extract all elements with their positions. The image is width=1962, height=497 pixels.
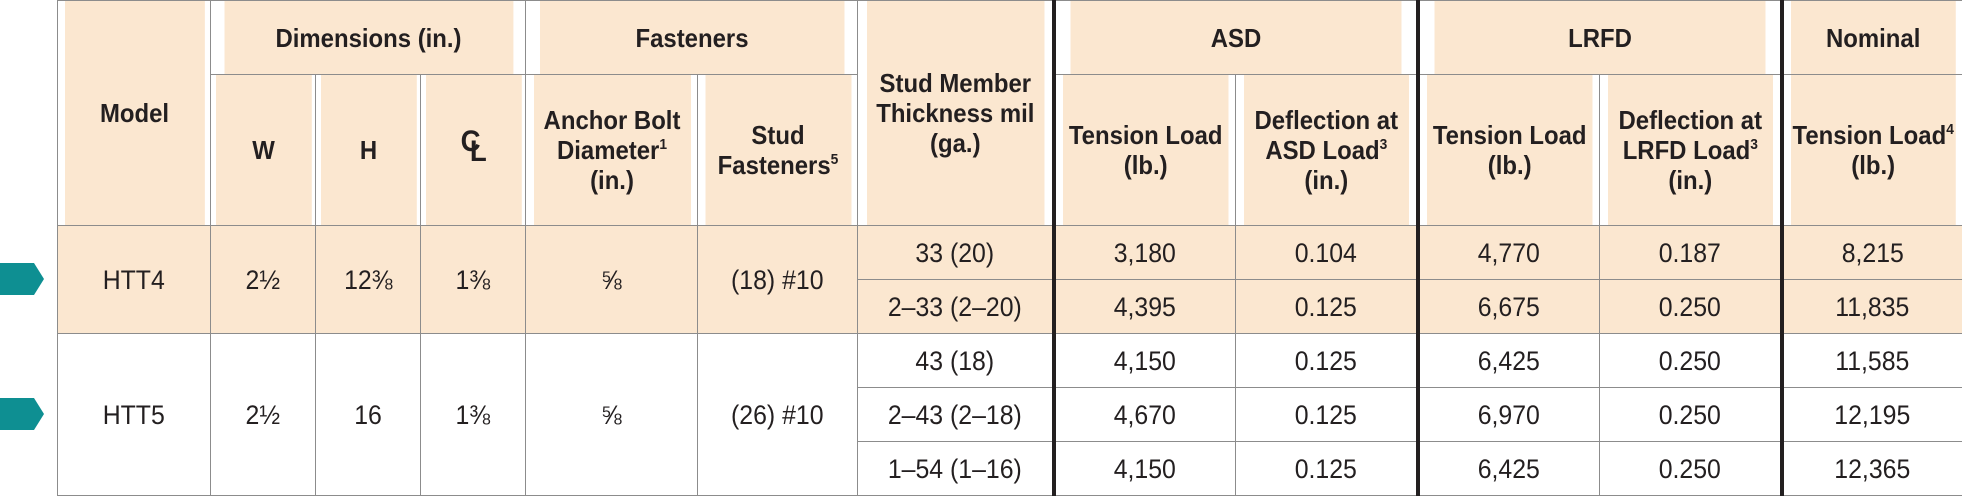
- table-row: HTT5 2½ 16 1⅜ ⅝ (26) #10 43 (18) 4,150 0…: [57, 333, 1962, 496]
- table-row: 2–43 (2–18) 4,670 0.125 6,970 0.250 12,1…: [58, 387, 1962, 442]
- cell-anchor: ⅝: [525, 333, 698, 496]
- cell-h: 16: [315, 333, 421, 496]
- cell-asd-tension: 4,150: [1051, 333, 1236, 388]
- cell-lrfd-deflection: 0.250: [1598, 279, 1783, 334]
- cell-thickness: 2–43 (2–18): [857, 387, 1054, 442]
- header-asd-tension: Tension Load (lb.): [1058, 74, 1229, 226]
- table-row: HTT4 2½ 12⅜ 1⅜ ⅝ (18) #10 33 (20) 3,180 …: [57, 225, 1962, 334]
- arrow-marker-icon: [0, 398, 44, 430]
- cell-w: 2½: [210, 333, 316, 496]
- cell-lrfd-deflection: 0.250: [1598, 387, 1783, 442]
- cell-asd-tension: 4,150: [1051, 441, 1236, 496]
- cell-nominal: 8,215: [1779, 225, 1962, 280]
- cell-h: 12⅜: [315, 225, 421, 334]
- cell-lrfd-tension: 4,770: [1415, 225, 1600, 280]
- cell-lrfd-deflection: 0.250: [1598, 441, 1783, 496]
- header-w: W: [214, 74, 312, 226]
- header-model: Model: [63, 0, 205, 226]
- header-asd: ASD: [1066, 0, 1404, 75]
- table-row: 1–54 (1–16) 4,150 0.125 6,425 0.250 12,3…: [58, 441, 1962, 496]
- header-stud-thickness: Stud Member Thickness mil (ga.): [864, 0, 1047, 226]
- header-h: H: [319, 74, 417, 226]
- load-table: Model Dimensions (in.) Fasteners Stud Me…: [57, 0, 1962, 496]
- cell-nominal: 11,585: [1779, 333, 1962, 388]
- cell-thickness: 2–33 (2–20): [857, 279, 1054, 334]
- header-lrfd-tension: Tension Load (lb.): [1422, 74, 1593, 226]
- cell-asd-tension: 4,670: [1051, 387, 1236, 442]
- cell-model: HTT5: [57, 333, 211, 496]
- cell-thickness: 43 (18): [857, 333, 1054, 388]
- cell-nominal: 12,195: [1779, 387, 1962, 442]
- table-row: 2–33 (2–20) 4,395 0.125 6,675 0.250 11,8…: [58, 279, 1962, 334]
- header-asd-deflection: Deflection at ASD Load3 (in.): [1242, 74, 1411, 226]
- cell-lrfd-tension: 6,425: [1415, 441, 1600, 496]
- header-lrfd-deflection: Deflection at LRFD Load3 (in.): [1606, 74, 1775, 226]
- cell-asd-deflection: 0.125: [1235, 441, 1418, 496]
- cell-lrfd-deflection: 0.250: [1598, 333, 1783, 388]
- cell-thickness: 1–54 (1–16): [857, 441, 1054, 496]
- header-anchor-bolt: Anchor Bolt Diameter1 (in.): [531, 74, 692, 226]
- cell-asd-deflection: 0.125: [1235, 279, 1418, 334]
- cell-asd-deflection: 0.104: [1235, 225, 1418, 280]
- header-stud-fasteners: Stud Fasteners5: [703, 74, 852, 226]
- cell-cl: 1⅜: [420, 333, 526, 496]
- cell-asd-tension: 4,395: [1051, 279, 1236, 334]
- header-fasteners: Fasteners: [538, 0, 845, 75]
- cell-model: HTT4: [57, 225, 211, 334]
- header-lrfd: LRFD: [1430, 0, 1768, 75]
- cell-nominal: 11,835: [1779, 279, 1962, 334]
- cell-nominal: 12,365: [1779, 441, 1962, 496]
- cell-asd-tension: 3,180: [1051, 225, 1236, 280]
- cell-lrfd-tension: 6,425: [1415, 333, 1600, 388]
- cell-w: 2½: [210, 225, 316, 334]
- arrow-marker-icon: [0, 263, 44, 295]
- cell-lrfd-tension: 6,675: [1415, 279, 1600, 334]
- header-nominal-tension: Tension Load4 (lb.): [1786, 74, 1956, 226]
- new-product-marker-htt5: [0, 394, 44, 434]
- cell-asd-deflection: 0.125: [1235, 387, 1418, 442]
- cell-cl: 1⅜: [420, 225, 526, 334]
- header-dimensions: Dimensions (in.): [222, 0, 514, 75]
- cell-thickness: 33 (20): [857, 225, 1054, 280]
- cell-anchor: ⅝: [525, 225, 698, 334]
- new-product-marker-htt4: [0, 259, 44, 299]
- cell-fasteners: (26) #10: [697, 333, 858, 496]
- cell-lrfd-tension: 6,970: [1415, 387, 1600, 442]
- cell-lrfd-deflection: 0.187: [1598, 225, 1783, 280]
- cell-fasteners: (18) #10: [697, 225, 858, 334]
- header-nominal: Nominal: [1786, 0, 1956, 75]
- cell-asd-deflection: 0.125: [1235, 333, 1418, 388]
